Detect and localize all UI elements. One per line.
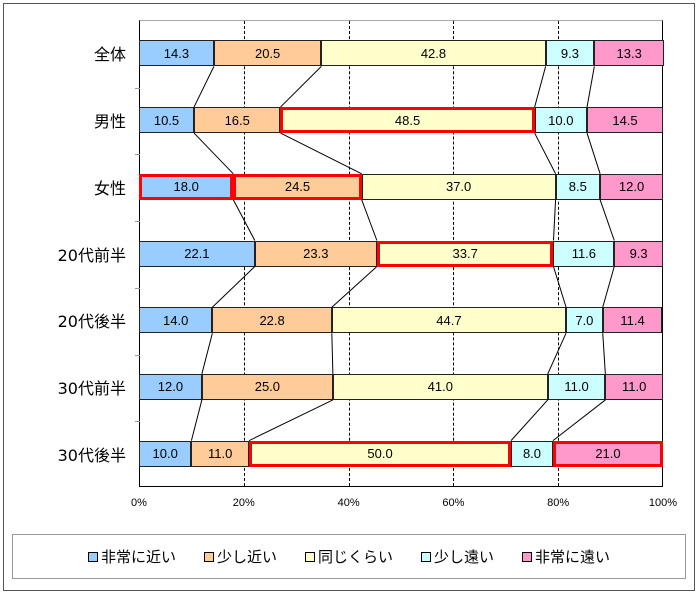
category-label: 男性	[93, 112, 126, 132]
bar-segment: 24.5	[233, 173, 362, 200]
bar-segment: 9.3	[614, 240, 663, 267]
category-label: 20代前半	[57, 245, 126, 265]
bar-segment: 50.0	[249, 440, 512, 467]
bar-segment: 18.0	[139, 173, 234, 200]
legend-label: 同じくらい	[317, 548, 393, 566]
bar-segment: 22.8	[212, 307, 332, 334]
legend-swatch-icon	[304, 551, 315, 562]
bar-segment: 14.5	[587, 107, 663, 134]
bar-segment: 14.0	[139, 307, 213, 334]
legend: 非常に近い 少し近い 同じくらい 少し遠い 非常に遠い	[12, 534, 686, 579]
bar-segment: 33.7	[376, 240, 554, 267]
bar-segment: 9.3	[545, 40, 595, 67]
bar-segment: 10.5	[139, 107, 195, 134]
legend-item: 同じくらい	[304, 546, 393, 567]
bar-segment: 13.3	[594, 40, 665, 67]
legend-label: 非常に遠い	[535, 548, 611, 566]
bar-segment: 48.5	[280, 107, 535, 134]
bar-segment: 10.0	[139, 440, 192, 467]
category-label: 30代前半	[57, 378, 126, 398]
axis-tick	[135, 87, 140, 89]
bar-segment: 44.7	[331, 307, 567, 334]
legend-swatch-icon	[87, 551, 98, 562]
bar-segment: 22.1	[139, 240, 255, 267]
legend-item: 少し遠い	[421, 546, 494, 567]
legend-swatch-icon	[203, 551, 214, 562]
bar-segment: 37.0	[361, 173, 556, 200]
legend-label: 少し遠い	[434, 548, 495, 566]
bar-segment: 16.5	[194, 107, 281, 134]
bar-segment: 12.0	[600, 173, 663, 200]
bar-segment: 14.3	[139, 40, 214, 67]
bar-segment: 20.5	[213, 40, 322, 67]
bar-segment: 8.5	[555, 173, 601, 200]
category-label: 全体	[93, 45, 126, 65]
bar-segment: 11.6	[553, 240, 615, 267]
legend-label: 非常に近い	[100, 548, 176, 566]
x-tick-label: 80%	[547, 497, 570, 509]
bar-segment: 11.0	[605, 373, 663, 400]
x-tick-label: 100%	[648, 497, 678, 509]
bar-segment: 10.0	[534, 107, 587, 134]
bar-segment: 7.0	[566, 307, 603, 334]
x-tick-label: 0%	[131, 497, 147, 509]
axis-tick	[135, 354, 140, 356]
bar-segment: 42.8	[321, 40, 546, 67]
legend-swatch-icon	[421, 551, 431, 562]
legend-label: 少し近い	[216, 548, 277, 566]
bar-segment: 21.0	[552, 440, 663, 467]
axis-tick	[135, 287, 140, 289]
legend-item: 少し近い	[203, 546, 277, 567]
bar-segment: 25.0	[201, 373, 333, 400]
bar-segment: 23.3	[254, 240, 377, 267]
bar-segment: 11.0	[191, 440, 250, 467]
x-tick-label: 40%	[337, 497, 360, 509]
bar-segment: 8.0	[511, 440, 553, 467]
bar-segment: 11.4	[602, 307, 663, 334]
bar-segment: 41.0	[332, 373, 548, 400]
bar-segment: 11.0	[547, 373, 606, 400]
legend-swatch-icon	[522, 551, 533, 562]
bar-segment: 12.0	[139, 373, 202, 400]
axis-tick	[135, 154, 140, 156]
legend-item: 非常に遠い	[522, 546, 610, 567]
x-tick-label: 20%	[232, 497, 255, 509]
axis-tick	[135, 421, 140, 423]
axis-tick	[135, 221, 140, 223]
category-label: 30代後半	[57, 445, 126, 465]
legend-item: 非常に近い	[87, 546, 176, 567]
category-label: 女性	[93, 178, 126, 198]
category-label: 20代後半	[57, 312, 126, 332]
x-tick-label: 60%	[442, 497, 465, 509]
